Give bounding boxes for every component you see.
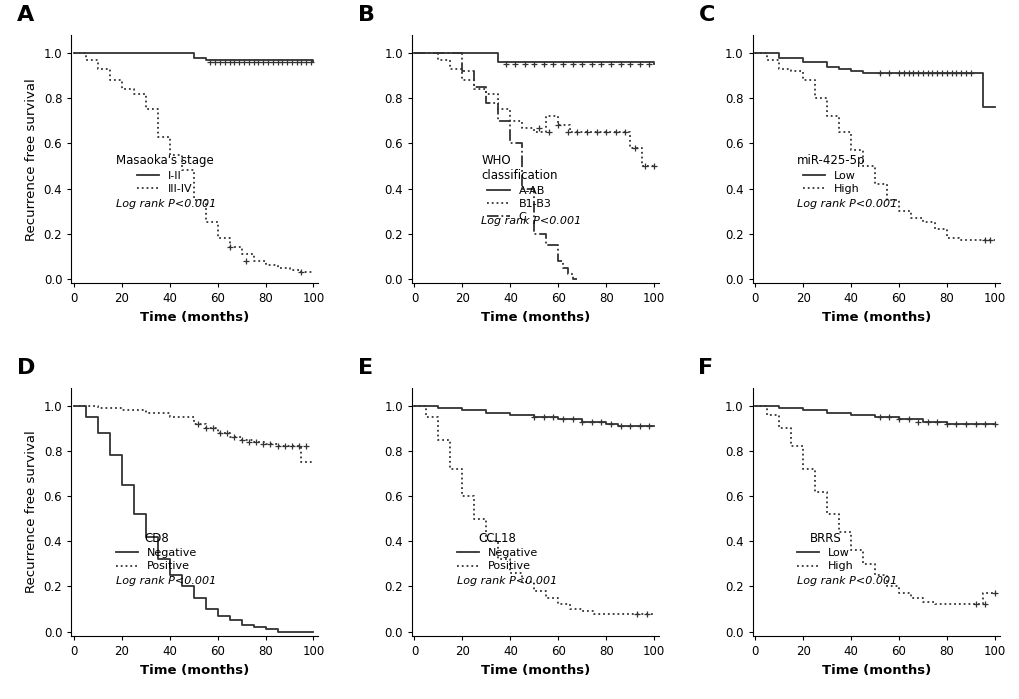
Legend: I-II, III-IV: I-II, III-IV (116, 154, 213, 194)
X-axis label: Time (months): Time (months) (140, 663, 250, 677)
Legend: Low, High: Low, High (797, 154, 865, 194)
Legend: A-AB, B1-B3, C: A-AB, B1-B3, C (481, 154, 557, 222)
X-axis label: Time (months): Time (months) (480, 311, 590, 324)
Text: Log rank P<0.001: Log rank P<0.001 (797, 577, 897, 586)
Text: F: F (698, 358, 713, 378)
Text: C: C (698, 5, 714, 25)
Text: E: E (358, 358, 373, 378)
X-axis label: Time (months): Time (months) (140, 311, 250, 324)
Text: Log rank P<0.001: Log rank P<0.001 (481, 216, 581, 226)
X-axis label: Time (months): Time (months) (820, 663, 930, 677)
X-axis label: Time (months): Time (months) (820, 311, 930, 324)
Legend: Negative, Positive: Negative, Positive (116, 532, 197, 571)
Text: Log rank P<0.001: Log rank P<0.001 (116, 199, 216, 209)
Y-axis label: Recurrence free survival: Recurrence free survival (25, 431, 38, 593)
Legend: Low, High: Low, High (797, 532, 853, 571)
Y-axis label: Recurrence free survival: Recurrence free survival (25, 78, 38, 240)
Text: A: A (17, 5, 35, 25)
Text: Log rank P<0.001: Log rank P<0.001 (457, 577, 556, 586)
Text: D: D (17, 358, 36, 378)
Text: B: B (358, 5, 374, 25)
Text: Log rank P<0.001: Log rank P<0.001 (797, 199, 897, 209)
Legend: Negative, Positive: Negative, Positive (457, 532, 537, 571)
Text: Log rank P<0.001: Log rank P<0.001 (116, 577, 216, 586)
X-axis label: Time (months): Time (months) (480, 663, 590, 677)
